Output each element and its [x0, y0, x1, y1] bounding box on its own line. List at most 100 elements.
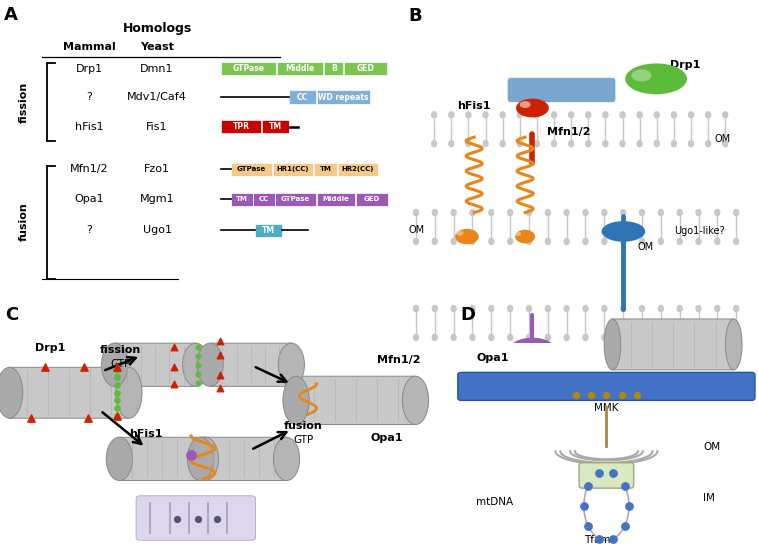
Ellipse shape	[500, 111, 506, 119]
Text: Mdv1-like?: Mdv1-like?	[536, 85, 587, 95]
Point	[214, 350, 226, 359]
Ellipse shape	[515, 232, 522, 236]
Ellipse shape	[488, 305, 494, 312]
Text: Drp1: Drp1	[76, 64, 102, 74]
Text: GTPase: GTPase	[281, 196, 310, 202]
Ellipse shape	[274, 437, 299, 481]
Point	[168, 379, 180, 388]
Ellipse shape	[639, 238, 645, 245]
Ellipse shape	[695, 238, 702, 245]
Ellipse shape	[688, 111, 694, 119]
Ellipse shape	[637, 111, 643, 119]
FancyBboxPatch shape	[338, 163, 378, 176]
Ellipse shape	[733, 333, 739, 341]
Ellipse shape	[450, 209, 457, 216]
Point	[214, 383, 226, 392]
Point	[600, 391, 612, 400]
Ellipse shape	[507, 305, 513, 312]
Ellipse shape	[102, 343, 128, 387]
Ellipse shape	[671, 140, 677, 148]
Ellipse shape	[431, 140, 437, 148]
Ellipse shape	[568, 111, 575, 119]
Ellipse shape	[676, 209, 683, 216]
Ellipse shape	[601, 238, 607, 245]
Text: Mfn1/2: Mfn1/2	[377, 354, 421, 365]
Point	[214, 371, 226, 379]
Ellipse shape	[413, 209, 419, 216]
Ellipse shape	[0, 367, 23, 418]
Ellipse shape	[507, 209, 513, 216]
FancyBboxPatch shape	[231, 163, 271, 176]
Text: HR1(CC): HR1(CC)	[277, 166, 309, 172]
Text: GTP: GTP	[293, 435, 313, 445]
Point	[111, 396, 123, 405]
Point	[582, 481, 594, 490]
Ellipse shape	[488, 209, 494, 216]
Ellipse shape	[193, 437, 218, 481]
Ellipse shape	[725, 319, 742, 370]
Point	[185, 451, 197, 460]
Ellipse shape	[563, 305, 570, 312]
Ellipse shape	[637, 140, 643, 148]
Point	[570, 391, 582, 400]
Ellipse shape	[455, 229, 479, 244]
Ellipse shape	[431, 305, 438, 312]
FancyBboxPatch shape	[119, 437, 205, 481]
FancyBboxPatch shape	[221, 62, 276, 75]
Ellipse shape	[534, 111, 540, 119]
Point	[214, 336, 226, 345]
Ellipse shape	[705, 111, 711, 119]
FancyBboxPatch shape	[221, 120, 261, 133]
Ellipse shape	[450, 333, 457, 341]
Point	[168, 363, 180, 372]
Ellipse shape	[619, 140, 625, 148]
Ellipse shape	[688, 140, 694, 148]
Point	[111, 411, 123, 420]
Text: Yeast: Yeast	[140, 42, 174, 52]
Ellipse shape	[551, 111, 557, 119]
Ellipse shape	[431, 333, 438, 341]
Point	[111, 366, 123, 374]
Text: Mfn1/2: Mfn1/2	[70, 164, 108, 174]
Ellipse shape	[714, 238, 721, 245]
Ellipse shape	[714, 305, 721, 312]
Text: C: C	[5, 306, 18, 324]
Text: TPR: TPR	[233, 122, 249, 131]
Point	[111, 363, 123, 372]
Ellipse shape	[601, 305, 607, 312]
Text: Tfam: Tfam	[584, 535, 610, 545]
FancyBboxPatch shape	[612, 319, 734, 370]
Ellipse shape	[507, 333, 513, 341]
Ellipse shape	[526, 333, 532, 341]
Ellipse shape	[695, 209, 702, 216]
FancyBboxPatch shape	[10, 367, 129, 418]
Ellipse shape	[520, 101, 531, 108]
Ellipse shape	[733, 209, 739, 216]
Text: GTPase: GTPase	[232, 64, 265, 73]
FancyBboxPatch shape	[273, 163, 313, 176]
Ellipse shape	[620, 333, 626, 341]
Point	[192, 514, 204, 523]
Text: GED: GED	[364, 196, 380, 202]
Text: OM: OM	[703, 442, 721, 452]
Point	[615, 391, 628, 400]
Text: fusion: fusion	[283, 421, 323, 431]
Ellipse shape	[658, 305, 664, 312]
FancyBboxPatch shape	[231, 192, 252, 206]
Text: POLG: POLG	[592, 471, 621, 481]
Ellipse shape	[488, 333, 494, 341]
Ellipse shape	[515, 229, 535, 243]
Ellipse shape	[488, 238, 494, 245]
Ellipse shape	[482, 140, 489, 148]
FancyBboxPatch shape	[344, 62, 387, 75]
FancyBboxPatch shape	[314, 163, 337, 176]
Ellipse shape	[602, 221, 645, 242]
Ellipse shape	[658, 238, 664, 245]
Ellipse shape	[283, 376, 309, 425]
Text: fusion: fusion	[18, 202, 28, 241]
Ellipse shape	[482, 111, 489, 119]
Text: A: A	[5, 6, 18, 24]
Ellipse shape	[695, 305, 702, 312]
Text: Drp1: Drp1	[35, 343, 65, 353]
FancyBboxPatch shape	[262, 120, 290, 133]
